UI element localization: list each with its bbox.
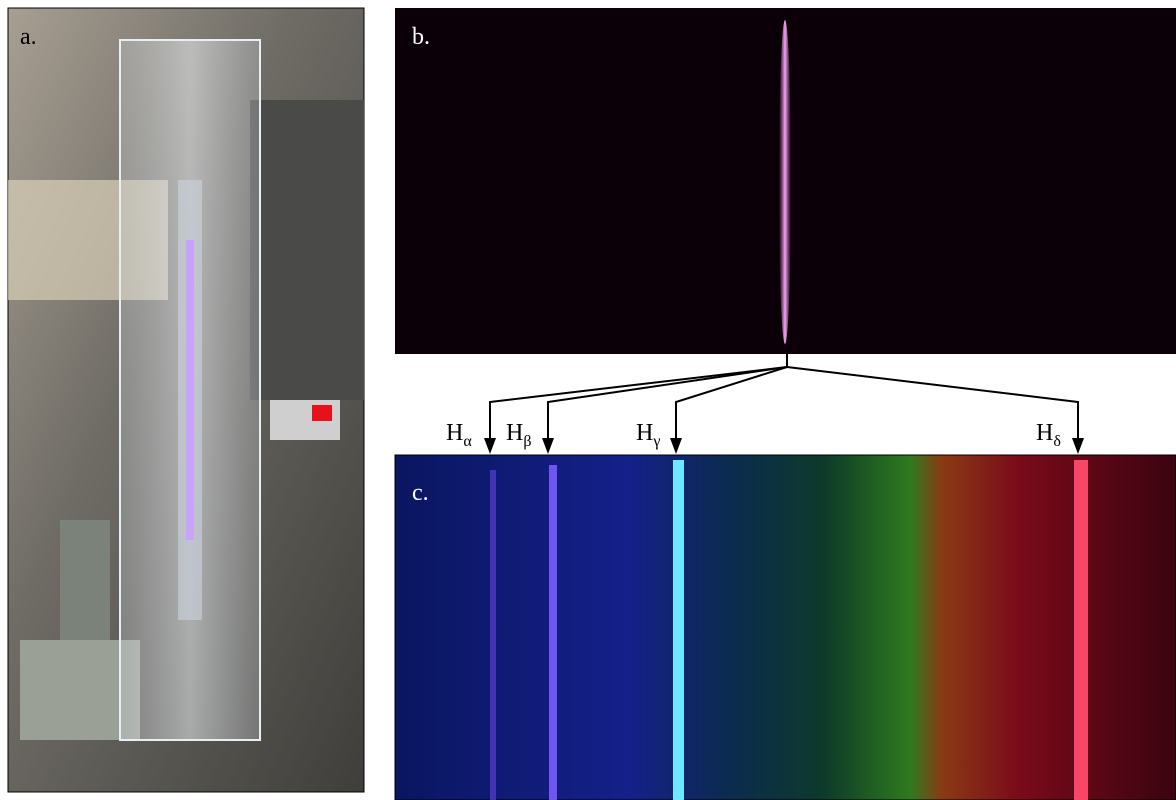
spectral-line [549,465,557,800]
arrowhead [542,438,554,454]
photo [394,454,1176,800]
sub: γ [652,433,660,450]
line-label: Hδ [1036,420,1061,450]
arrow [786,366,1079,440]
panel-c: c. [394,454,1176,800]
base: H [446,420,463,446]
arrow [489,366,788,440]
sub: δ [1053,433,1061,450]
arrows [489,354,1079,440]
spectral-line [1074,460,1088,800]
panel-b: b. [395,8,1176,354]
base: H [1036,420,1053,446]
arrowhead [1072,438,1084,454]
arrow [547,366,788,440]
panel-label: b. [412,24,430,50]
discharge [186,240,194,540]
chair [250,100,364,400]
spectral-line [490,470,496,800]
spectral-line [673,460,684,800]
switch [312,405,332,421]
panel-label: c. [412,480,429,506]
sub: β [523,433,531,450]
emission-line [779,20,791,344]
arrowhead [484,438,496,454]
base: H [506,420,523,446]
arrow [675,366,788,440]
arrowhead [670,438,682,454]
panel-a: a. [7,7,365,793]
line-label: Hα [446,420,472,450]
arrowheads [484,438,1084,454]
line-label: Hγ [636,420,660,450]
line-label: Hβ [506,420,531,450]
base: H [636,420,653,446]
panel-label: a. [20,24,37,50]
line-labels: Hα Hβ Hγ Hδ [446,420,1061,450]
sub: α [463,433,472,450]
